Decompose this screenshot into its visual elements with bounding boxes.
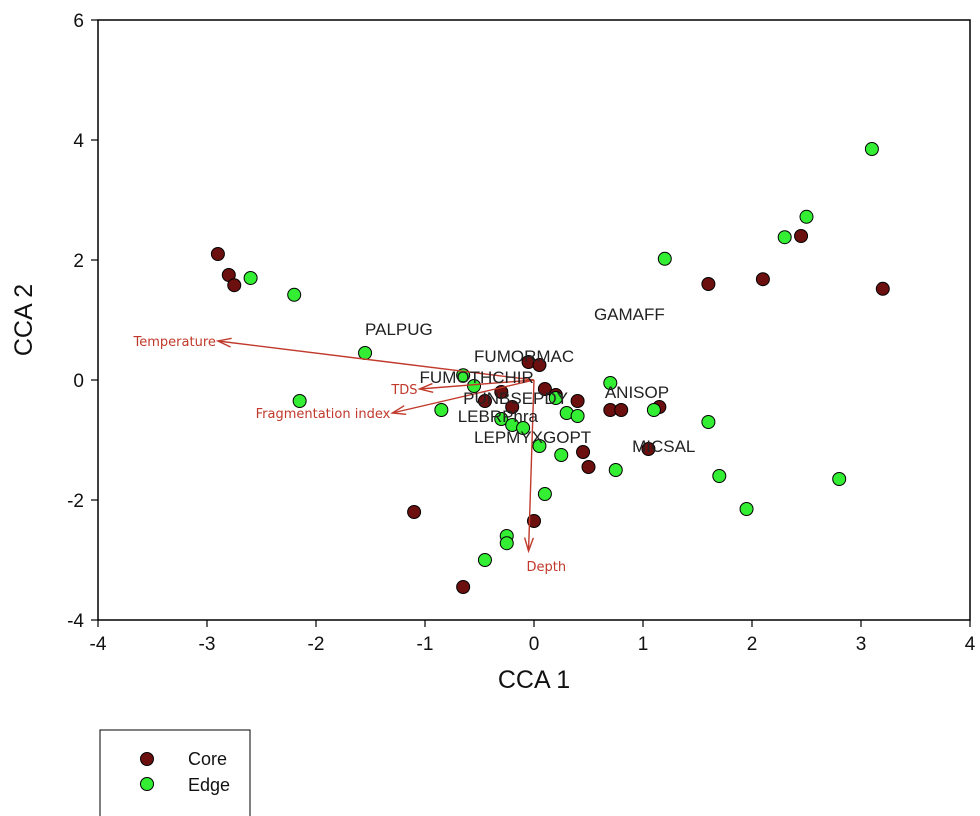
legend-marker-core bbox=[140, 752, 154, 766]
legend-box bbox=[99, 729, 251, 816]
x-tick-label: 2 bbox=[747, 634, 758, 655]
species-labels: PALPUG GAMAFF FUMORMAC FUMOTHCHIR PUNBSEPDY A… bbox=[365, 305, 695, 456]
legend-label-core: Core bbox=[188, 749, 227, 769]
y-tick-label: -4 bbox=[67, 611, 84, 632]
core-point bbox=[456, 580, 471, 594]
vector-arrowhead bbox=[390, 405, 407, 415]
edge-point bbox=[554, 448, 569, 462]
edge-point bbox=[532, 439, 547, 453]
core-point bbox=[755, 272, 770, 287]
core-point bbox=[527, 514, 541, 528]
edge-point bbox=[608, 463, 623, 477]
x-tick-label: -3 bbox=[199, 634, 216, 655]
edge-point bbox=[739, 502, 754, 516]
y-axis-title: CCA 2 bbox=[10, 284, 38, 356]
edge-point bbox=[243, 271, 258, 285]
edge-point bbox=[467, 379, 482, 393]
species-label: MICSAL bbox=[632, 437, 695, 456]
core-point bbox=[576, 445, 591, 459]
vector-arrowhead bbox=[523, 537, 535, 554]
y-axis: -4 -2 0 2 4 6 bbox=[67, 11, 98, 632]
x-axis-title: CCA 1 bbox=[498, 666, 570, 694]
x-tick-label: 0 bbox=[529, 634, 540, 655]
edge-point bbox=[548, 391, 563, 405]
edge-point bbox=[292, 394, 307, 408]
vector-label: Depth bbox=[527, 560, 567, 575]
x-axis: -4 -3 -2 -1 0 1 2 3 4 bbox=[90, 620, 976, 655]
vector-label: Fragmentation index bbox=[256, 407, 391, 422]
x-tick-label: 4 bbox=[965, 634, 976, 655]
legend: Core Edge bbox=[99, 729, 251, 816]
species-label: PUNBSEPDY bbox=[463, 389, 568, 408]
environment-vectors: Temperature TDS Fragmentation index Depth bbox=[133, 335, 567, 575]
core-point bbox=[581, 460, 596, 474]
species-label: FUMORMAC bbox=[474, 347, 574, 366]
edge-point bbox=[434, 403, 449, 417]
species-label: LEPMYXGOPT bbox=[474, 428, 591, 447]
species-label: FUMOTHCHIR bbox=[420, 368, 534, 387]
vector-temperature bbox=[217, 340, 535, 381]
core-point bbox=[701, 277, 716, 291]
edge-point bbox=[358, 346, 373, 360]
edge-point bbox=[646, 403, 661, 417]
vector-arrowhead bbox=[417, 382, 434, 394]
edge-point bbox=[537, 487, 552, 501]
core-point bbox=[477, 394, 492, 408]
edge-point bbox=[712, 469, 727, 483]
core-point bbox=[407, 505, 422, 519]
y-tick-label: 6 bbox=[73, 11, 84, 32]
species-label: PALPUG bbox=[365, 320, 433, 339]
core-point bbox=[505, 400, 520, 414]
edge-point bbox=[477, 553, 492, 567]
species-label: GAMAFF bbox=[594, 305, 665, 324]
y-tick-label: 2 bbox=[73, 251, 84, 272]
core-point bbox=[227, 278, 242, 293]
vector-label: Temperature bbox=[133, 335, 216, 350]
vector-depth bbox=[527, 379, 535, 552]
edge-point bbox=[499, 536, 514, 551]
x-tick-label: 1 bbox=[638, 634, 649, 655]
edge-point bbox=[864, 142, 879, 156]
core-point bbox=[532, 358, 547, 372]
legend-marker-edge bbox=[140, 777, 154, 791]
data-points bbox=[210, 142, 890, 594]
legend-label-edge: Edge bbox=[188, 775, 230, 795]
x-tick-label: -4 bbox=[90, 634, 107, 655]
vector-fragmentation-index bbox=[392, 379, 535, 414]
vector-label: TDS bbox=[390, 383, 417, 398]
edge-point bbox=[701, 415, 716, 429]
x-tick-label: -1 bbox=[417, 634, 434, 655]
edge-point bbox=[799, 209, 814, 224]
edge-point bbox=[657, 251, 672, 266]
edge-point bbox=[603, 376, 618, 390]
y-tick-label: 4 bbox=[73, 131, 84, 152]
core-point bbox=[875, 281, 890, 296]
edge-point bbox=[494, 412, 509, 426]
species-label: ANISOP bbox=[605, 383, 669, 402]
plot-frame bbox=[97, 19, 971, 621]
y-tick-label: -2 bbox=[67, 491, 84, 512]
core-point bbox=[794, 229, 809, 243]
vector-arrowhead bbox=[215, 337, 232, 348]
edge-point bbox=[570, 409, 585, 423]
y-tick-label: 0 bbox=[73, 371, 84, 392]
core-point bbox=[537, 382, 552, 396]
vector-tds bbox=[419, 379, 535, 390]
core-point bbox=[641, 442, 656, 456]
edge-point bbox=[777, 230, 792, 245]
core-point bbox=[614, 403, 629, 417]
x-tick-label: 3 bbox=[856, 634, 867, 655]
edge-point bbox=[287, 287, 302, 302]
x-tick-label: -2 bbox=[308, 634, 325, 655]
core-point bbox=[210, 247, 225, 261]
edge-point bbox=[516, 421, 531, 435]
core-point bbox=[570, 394, 585, 408]
edge-point bbox=[832, 472, 847, 486]
species-label: LEBRPhra bbox=[458, 407, 539, 426]
